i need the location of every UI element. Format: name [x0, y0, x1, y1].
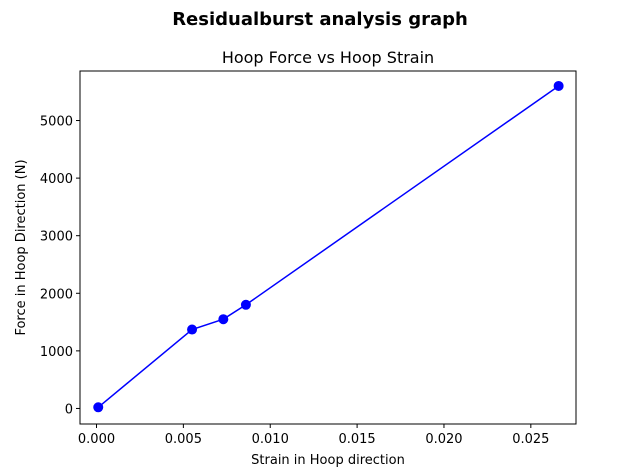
data-point: [553, 80, 564, 91]
y-tick-label: 0: [65, 402, 73, 417]
x-axis-label: Strain in Hoop direction: [251, 453, 405, 468]
x-tick-label: 0.000: [78, 432, 115, 447]
x-tick-label: 0.015: [338, 432, 375, 447]
data-point: [240, 299, 251, 310]
data-point: [93, 402, 104, 413]
y-axis-ticks: 0 1000 2000 3000 4000 5000: [40, 115, 80, 417]
y-axis-label: Force in Hoop Direction (N): [14, 159, 29, 335]
y-tick-label: 5000: [40, 115, 73, 130]
x-tick-label: 0.020: [425, 432, 462, 447]
y-tick-label: 2000: [40, 287, 73, 302]
chart-suptitle: Residualburst analysis graph: [172, 9, 468, 30]
series-group: [93, 80, 564, 413]
x-tick-label: 0.025: [512, 432, 549, 447]
x-tick-label: 0.010: [252, 432, 289, 447]
chart-title: Hoop Force vs Hoop Strain: [222, 48, 434, 67]
y-tick-label: 4000: [40, 172, 73, 187]
y-tick-label: 3000: [40, 230, 73, 245]
axes-frame: [79, 70, 577, 425]
y-tick-label: 1000: [40, 345, 73, 360]
x-axis-ticks: 0.000 0.005 0.010 0.015 0.020 0.025: [78, 424, 549, 447]
data-point: [187, 324, 198, 335]
x-tick-label: 0.005: [165, 432, 202, 447]
data-point: [218, 314, 229, 325]
